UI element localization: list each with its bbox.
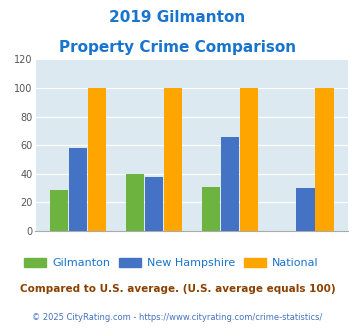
Bar [164, 88, 182, 231]
Text: Compared to U.S. average. (U.S. average equals 100): Compared to U.S. average. (U.S. average … [20, 284, 335, 294]
Bar [144, 177, 163, 231]
Bar [88, 88, 106, 231]
Text: 2019 Gilmanton: 2019 Gilmanton [109, 10, 246, 25]
Legend: Gilmanton, New Hampshire, National: Gilmanton, New Hampshire, National [20, 253, 323, 273]
Text: © 2025 CityRating.com - https://www.cityrating.com/crime-statistics/: © 2025 CityRating.com - https://www.city… [32, 314, 323, 322]
Bar [296, 188, 315, 231]
Bar [126, 174, 144, 231]
Bar [240, 88, 258, 231]
Bar [220, 137, 239, 231]
Bar [50, 189, 68, 231]
Text: Property Crime Comparison: Property Crime Comparison [59, 40, 296, 54]
Bar [202, 187, 220, 231]
Bar [69, 148, 87, 231]
Bar [316, 88, 334, 231]
